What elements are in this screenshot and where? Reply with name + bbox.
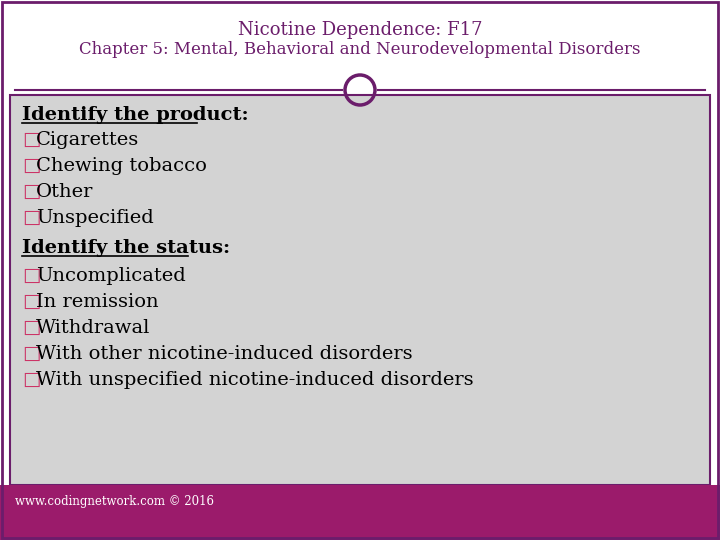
Text: Unspecified: Unspecified bbox=[36, 209, 154, 227]
Text: www.codingnetwork.com © 2016: www.codingnetwork.com © 2016 bbox=[15, 496, 214, 509]
Text: □: □ bbox=[22, 209, 40, 227]
Text: Nicotine Dependence: F17: Nicotine Dependence: F17 bbox=[238, 21, 482, 39]
Text: Uncomplicated: Uncomplicated bbox=[36, 267, 186, 285]
Text: Identify the status:: Identify the status: bbox=[22, 239, 230, 257]
Text: Other: Other bbox=[36, 183, 94, 201]
Text: □: □ bbox=[22, 319, 40, 337]
Text: □: □ bbox=[22, 293, 40, 311]
FancyBboxPatch shape bbox=[0, 485, 720, 540]
Text: Chapter 5: Mental, Behavioral and Neurodevelopmental Disorders: Chapter 5: Mental, Behavioral and Neurod… bbox=[79, 42, 641, 58]
Text: Withdrawal: Withdrawal bbox=[36, 319, 150, 337]
Text: Identify the product:: Identify the product: bbox=[22, 106, 248, 124]
Text: Cigarettes: Cigarettes bbox=[36, 131, 139, 149]
Text: □: □ bbox=[22, 157, 40, 175]
Text: Chewing tobacco: Chewing tobacco bbox=[36, 157, 207, 175]
Text: □: □ bbox=[22, 267, 40, 285]
Text: □: □ bbox=[22, 131, 40, 149]
Text: In remission: In remission bbox=[36, 293, 158, 311]
Text: With other nicotine-induced disorders: With other nicotine-induced disorders bbox=[36, 345, 413, 363]
FancyBboxPatch shape bbox=[0, 0, 720, 90]
Text: □: □ bbox=[22, 183, 40, 201]
Text: With unspecified nicotine-induced disorders: With unspecified nicotine-induced disord… bbox=[36, 371, 474, 389]
Text: □: □ bbox=[22, 345, 40, 363]
FancyBboxPatch shape bbox=[10, 95, 710, 485]
Text: □: □ bbox=[22, 371, 40, 389]
